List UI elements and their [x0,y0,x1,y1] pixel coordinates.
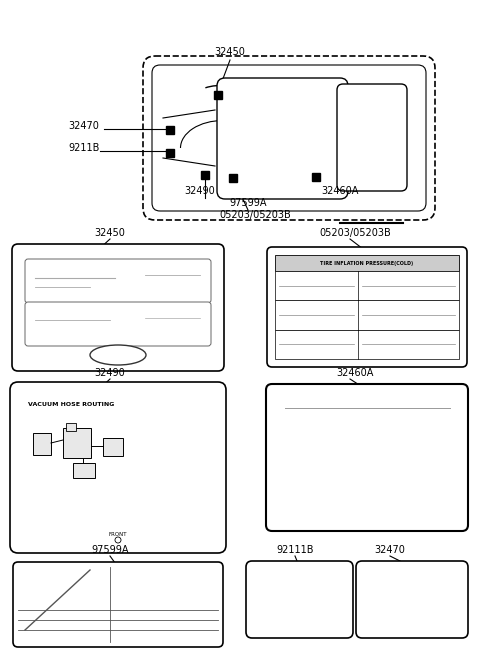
Text: 32470: 32470 [374,545,406,555]
Text: 32460A: 32460A [321,186,359,196]
Bar [33,433,51,455]
FancyBboxPatch shape [267,247,467,367]
Bar [63,428,91,458]
Text: 32450: 32450 [215,47,245,57]
FancyBboxPatch shape [337,84,407,191]
FancyBboxPatch shape [152,65,426,211]
Text: VACUUM HOSE ROUTING: VACUUM HOSE ROUTING [28,402,114,407]
Text: FRONT: FRONT [109,532,127,537]
FancyBboxPatch shape [13,562,223,647]
FancyBboxPatch shape [10,382,226,553]
Bar [275,271,459,300]
FancyBboxPatch shape [143,56,435,220]
FancyBboxPatch shape [246,561,353,638]
Text: 92111B: 92111B [276,545,314,555]
Text: TIRE INFLATION PRESSURE(COLD): TIRE INFLATION PRESSURE(COLD) [321,260,414,265]
Text: 05203/05203B: 05203/05203B [219,210,291,220]
FancyBboxPatch shape [217,78,348,199]
Bar [66,423,76,431]
FancyBboxPatch shape [25,302,211,346]
Text: 32490: 32490 [185,186,216,196]
Bar [275,330,459,359]
FancyBboxPatch shape [25,259,211,303]
Text: 32470: 32470 [68,121,99,131]
Circle shape [115,537,121,543]
Text: 32460A: 32460A [336,368,374,378]
FancyBboxPatch shape [12,244,224,371]
Text: 97599A: 97599A [91,545,129,555]
Bar [275,255,459,271]
FancyBboxPatch shape [356,561,468,638]
Ellipse shape [90,345,146,365]
Bar [73,463,95,478]
Bar [103,438,123,456]
Text: 05203/05203B: 05203/05203B [319,228,391,238]
FancyBboxPatch shape [266,384,468,531]
Text: 32490: 32490 [95,368,125,378]
Text: 97599A: 97599A [229,198,267,208]
Bar [275,300,459,330]
Text: 32450: 32450 [95,228,125,238]
Text: 9211B: 9211B [68,143,99,153]
